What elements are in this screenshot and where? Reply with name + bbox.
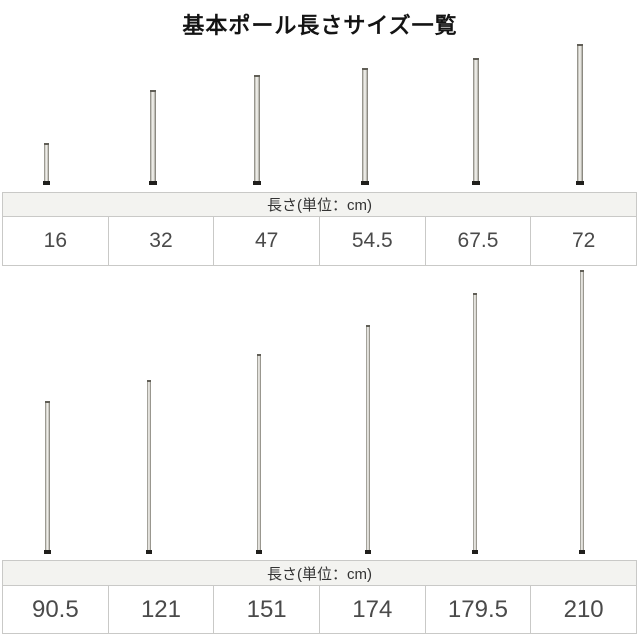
pole-bottom-cap [365,550,371,554]
pole [579,270,585,554]
pole [146,380,152,554]
pole [253,75,261,185]
pole [256,354,262,554]
pole-bottom-cap [146,550,152,554]
size-value-47: 47 [213,216,320,266]
pole-bottom-cap [42,181,50,185]
pole [365,325,371,554]
pole-bottom-cap [253,181,261,185]
pole-bottom-cap [472,550,478,554]
table-value-row: 16 32 47 54.5 67.5 72 [2,216,637,266]
table-header-row: 長さ(単位：cm) [2,192,637,217]
length-unit-header: 長さ(単位：cm) [2,192,637,217]
size-value-54-5: 54.5 [318,216,426,266]
pole [149,90,157,185]
pole-bottom-cap [43,550,51,554]
pole-bottom-cap [472,181,480,185]
size-value-179-5: 179.5 [424,585,532,634]
size-value-174: 174 [318,585,426,634]
pole-bottom-cap [149,181,157,185]
size-value-90-5: 90.5 [2,585,109,634]
size-value-151: 151 [213,585,320,634]
table-value-row: 90.5 121 151 174 179.5 210 [2,585,637,634]
pole-bottom-cap [361,181,369,185]
pole-bottom-cap [579,550,585,554]
pole-bottom-cap [576,181,584,185]
pole [576,44,584,185]
size-value-67-5: 67.5 [424,216,532,266]
table-header-row: 長さ(単位：cm) [2,560,637,586]
size-value-210: 210 [530,585,637,634]
length-unit-header: 長さ(単位：cm) [2,560,637,586]
pole [42,143,50,185]
size-table-long: 長さ(単位：cm) 90.5 121 151 174 179.5 210 [2,560,637,634]
pole [43,401,51,554]
size-table-short: 長さ(単位：cm) 16 32 47 54.5 67.5 72 [2,192,637,266]
pole-bottom-cap [256,550,262,554]
size-value-32: 32 [107,216,215,266]
size-value-121: 121 [107,585,215,634]
size-value-16: 16 [2,216,109,266]
size-value-72: 72 [530,216,637,266]
pole [472,293,478,554]
page-title: 基本ポール長さサイズ一覧 [182,13,458,38]
pole [361,68,369,185]
pole [472,58,480,185]
